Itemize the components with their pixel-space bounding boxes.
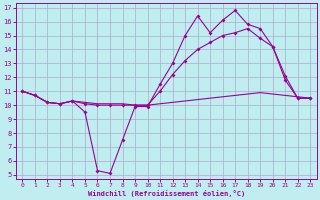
X-axis label: Windchill (Refroidissement éolien,°C): Windchill (Refroidissement éolien,°C) [88, 190, 245, 197]
